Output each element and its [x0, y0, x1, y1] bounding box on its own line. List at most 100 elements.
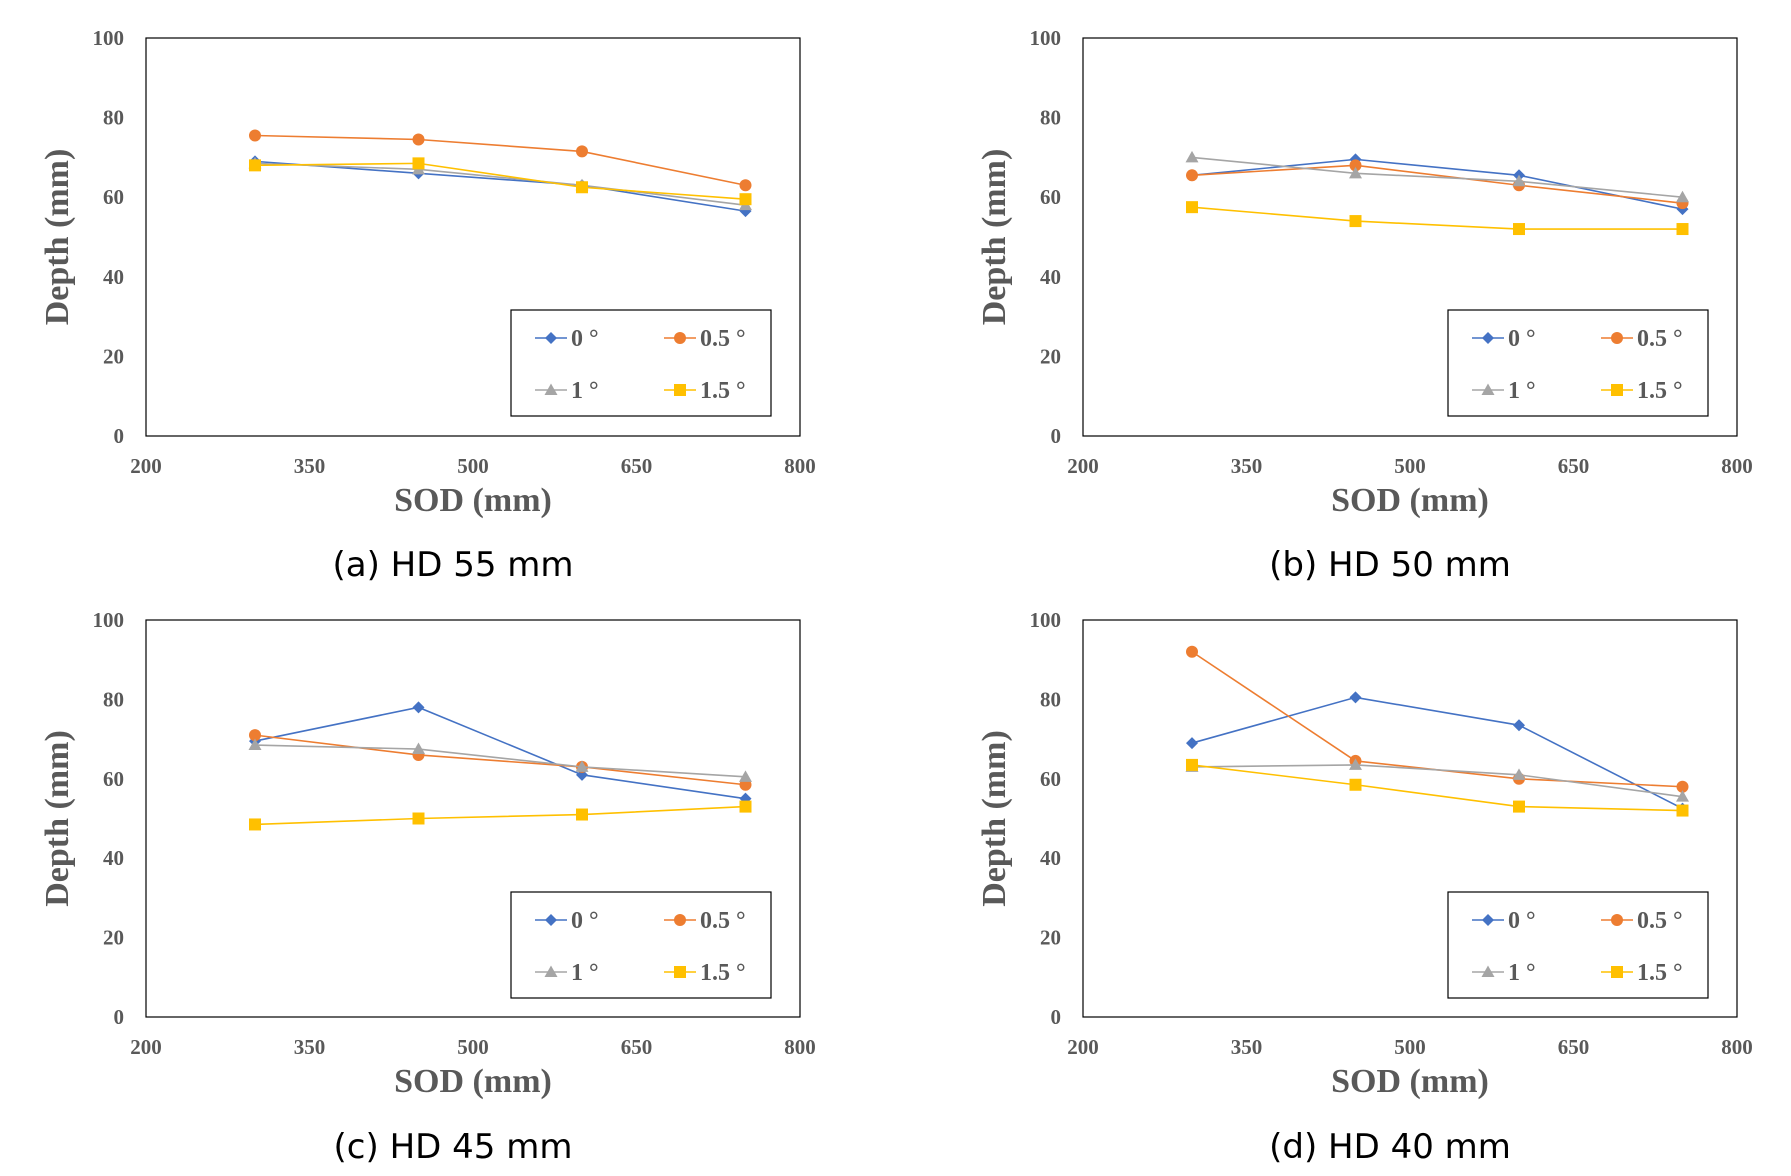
data-point: [1349, 166, 1362, 179]
legend-box: [510, 891, 772, 999]
legend-label: 0 °: [1508, 908, 1536, 934]
series-line: [1191, 764, 1683, 812]
legend-label: 0.5 °: [700, 326, 746, 352]
legend-label: 0 °: [571, 908, 599, 934]
x-tick-label: 350: [1231, 1035, 1263, 1059]
y-tick-label: 40: [1040, 846, 1061, 870]
y-tick-label: 40: [103, 846, 124, 870]
legend-entry: 0.5 °: [664, 326, 746, 352]
legend-label: 1.5 °: [1637, 378, 1683, 404]
legend-label: 0 °: [1508, 326, 1536, 352]
legend-entry: 0 °: [535, 326, 599, 352]
data-point: [575, 760, 589, 772]
x-tick-label: 650: [621, 454, 653, 478]
panel-caption: (b) HD 50 mm: [1269, 545, 1511, 585]
data-point: [1676, 780, 1689, 793]
data-point: [412, 812, 425, 825]
y-tick-label: 60: [1040, 767, 1061, 791]
data-point: [576, 808, 588, 821]
series-line: [1191, 158, 1683, 210]
x-tick-label: 800: [784, 454, 816, 478]
legend: 0 ° 0.5 ° 1 ° 1.5 °: [1447, 891, 1709, 999]
legend-entry: 0 °: [1472, 908, 1536, 934]
panel-caption: (a) HD 55 mm: [332, 545, 573, 585]
series-2: [248, 738, 752, 782]
x-tick-label: 800: [1721, 454, 1753, 478]
plot-frame: [145, 37, 801, 437]
x-tick-label: 350: [1231, 454, 1263, 478]
x-tick-label: 500: [1394, 454, 1426, 478]
legend: 0 ° 0.5 ° 1 ° 1.5 °: [510, 891, 772, 999]
chart-panel-1: 0 20 40 60 80 100 200 350 500 650 800 SOD (mm) Depth…: [976, 26, 1753, 585]
legend-box: [1447, 891, 1709, 999]
legend-entry: 1 °: [535, 960, 599, 986]
legend-marker: [544, 965, 558, 977]
x-tick-label: 350: [294, 454, 326, 478]
legend-marker: [545, 332, 557, 344]
data-point: [1185, 150, 1199, 163]
x-tick-label: 500: [457, 1035, 489, 1059]
data-point: [739, 800, 752, 813]
data-point: [1186, 758, 1198, 771]
data-point: [1186, 645, 1198, 658]
series-line: [254, 734, 746, 786]
x-tick-label: 200: [130, 454, 162, 478]
legend-label: 0.5 °: [700, 908, 746, 934]
legend-marker: [544, 383, 558, 395]
data-point: [1349, 758, 1362, 770]
series-line: [254, 134, 746, 187]
series-line: [254, 805, 746, 826]
x-tick-label: 200: [1067, 454, 1099, 478]
legend-entry: 1.5 °: [664, 960, 746, 986]
chart-panel-2: 0 20 40 60 80 100 200 350 500 650 800 SOD (mm) Depth…: [39, 608, 816, 1167]
data-point: [1513, 800, 1525, 813]
y-tick-label: 20: [103, 344, 124, 368]
y-tick-label: 60: [1040, 185, 1061, 209]
legend-marker: [545, 914, 557, 926]
legend-label: 0.5 °: [1637, 326, 1683, 352]
data-point: [412, 157, 425, 170]
data-point: [1349, 778, 1362, 791]
x-tick-label: 500: [1394, 1035, 1426, 1059]
legend-label: 1.5 °: [700, 960, 746, 986]
legend-entry: 0 °: [535, 908, 599, 934]
series-1: [249, 729, 752, 791]
panel-caption: (c) HD 45 mm: [334, 1127, 573, 1167]
y-tick-label: 80: [103, 106, 124, 130]
legend-entry: 0.5 °: [1601, 326, 1683, 352]
legend-label: 1 °: [571, 378, 599, 404]
y-axis-title: Depth (mm): [976, 149, 1013, 326]
series-2: [1185, 150, 1689, 203]
legend-label: 1 °: [1508, 960, 1536, 986]
legend-marker: [674, 914, 686, 926]
legend-box: [510, 309, 772, 417]
data-point: [249, 159, 261, 172]
legend: 0 ° 0.5 ° 1 ° 1.5 °: [510, 309, 772, 417]
legend-marker: [1482, 332, 1494, 344]
legend-marker: [1481, 965, 1495, 977]
chart-panel-0: 0 20 40 60 80 100 200 350 500 650 800 SOD (mm) Depth…: [39, 26, 816, 585]
y-tick-label: 100: [93, 26, 125, 50]
x-axis-title: SOD (mm): [394, 1063, 552, 1100]
x-tick-label: 650: [1558, 1035, 1590, 1059]
legend: 0 ° 0.5 ° 1 ° 1.5 °: [1447, 309, 1709, 417]
plot-frame: [145, 619, 801, 1018]
data-point: [1676, 790, 1689, 802]
data-point: [412, 742, 425, 755]
y-tick-label: 20: [103, 926, 124, 950]
legend-label: 1 °: [1508, 378, 1536, 404]
series-line: [254, 162, 746, 206]
legend-entry: 1 °: [1472, 960, 1536, 986]
series-3: [249, 157, 752, 206]
series-3: [1186, 201, 1689, 236]
series-line: [1191, 206, 1683, 230]
y-tick-label: 0: [114, 424, 125, 448]
series-0: [249, 701, 752, 805]
legend-entry: 0.5 °: [664, 908, 746, 934]
series-line: [254, 706, 746, 800]
x-tick-label: 800: [1721, 1035, 1753, 1059]
y-tick-label: 20: [1040, 344, 1061, 368]
series-3: [1186, 758, 1689, 817]
y-tick-label: 60: [103, 185, 124, 209]
